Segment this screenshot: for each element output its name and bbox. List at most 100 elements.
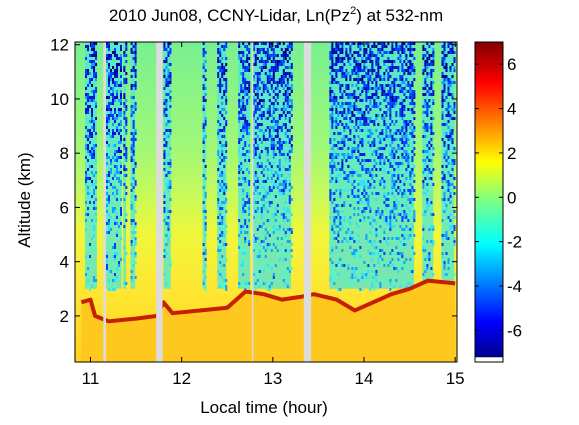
noise-cell [204,177,207,180]
noise-cell [242,264,245,267]
noise-cell [349,117,352,120]
noise-cell [248,156,251,159]
noise-cell [379,213,382,216]
noise-cell [373,246,376,249]
noise-cell [443,51,446,54]
noise-cell [397,177,400,180]
noise-cell [339,111,342,114]
noise-cell [339,96,342,99]
noise-cell [242,105,245,108]
noise-cell [361,78,364,81]
noise-cell [443,267,446,270]
noise-cell [111,207,114,210]
noise-cell [107,117,110,120]
noise-cell [268,99,271,102]
noise-cell [371,63,374,66]
noise-cell [347,144,350,147]
noise-cell [225,225,228,228]
noise-cell [109,282,112,285]
noise-cell [221,234,224,237]
noise-cell [284,231,287,234]
noise-cell [371,141,374,144]
noise-cell [284,237,287,240]
noise-cell [337,180,340,183]
noise-cell [397,129,400,132]
noise-cell [447,126,450,129]
noise-cell [169,48,172,51]
noise-cell [244,231,247,234]
noise-cell [441,243,444,246]
noise-cell [335,75,338,78]
noise-cell [107,231,110,234]
noise-cell [361,144,364,147]
noise-cell [87,48,90,51]
noise-cell [123,147,126,150]
noise-cell [445,78,448,81]
noise-cell [125,99,128,102]
noise-cell [359,255,362,258]
noise-cell [337,288,340,291]
noise-cell [109,69,112,72]
noise-cell [87,147,90,150]
noise-cell [274,135,277,138]
noise-cell [383,237,386,240]
noise-cell [115,168,118,171]
noise-cell [284,159,287,162]
noise-cell [391,180,394,183]
noise-cell [399,252,402,255]
noise-cell [272,129,275,132]
noise-cell [377,207,380,210]
noise-cell [123,165,126,168]
noise-cell [363,192,366,195]
noise-cell [401,78,404,81]
noise-cell [351,153,354,156]
noise-cell [413,153,416,156]
noise-cell [403,237,406,240]
noise-cell [244,144,247,147]
noise-cell [411,171,414,174]
noise-cell [132,144,135,147]
noise-cell [351,54,354,57]
noise-cell [204,51,207,54]
noise-cell [167,72,170,75]
noise-cell [377,192,380,195]
noise-cell [111,81,114,84]
noise-cell [335,123,338,126]
noise-cell [343,237,346,240]
noise-cell [453,147,456,150]
noise-cell [134,54,137,57]
noise-cell [428,204,431,207]
noise-cell [405,96,408,99]
clear-air-column [105,42,122,291]
noise-cell [85,228,88,231]
noise-cell [363,153,366,156]
noise-cell [117,129,120,132]
noise-cell [347,219,350,222]
noise-cell [274,180,277,183]
noise-cell [221,147,224,150]
noise-cell [361,117,364,120]
noise-cell [426,84,429,87]
noise-cell [445,207,448,210]
noise-cell [335,105,338,108]
noise-cell [274,81,277,84]
noise-cell [335,51,338,54]
noise-cell [391,84,394,87]
noise-cell [451,45,454,48]
noise-cell [284,132,287,135]
noise-cell [221,108,224,111]
noise-cell [202,84,205,87]
noise-cell [125,42,128,45]
noise-cell [130,96,133,99]
noise-cell [109,270,112,273]
noise-cell [266,54,269,57]
noise-cell [403,114,406,117]
noise-cell [393,123,396,126]
noise-cell [260,123,263,126]
noise-cell [337,123,340,126]
noise-cell [276,120,279,123]
noise-cell [353,57,356,60]
noise-cell [385,156,388,159]
noise-cell [264,66,267,69]
noise-cell [339,57,342,60]
